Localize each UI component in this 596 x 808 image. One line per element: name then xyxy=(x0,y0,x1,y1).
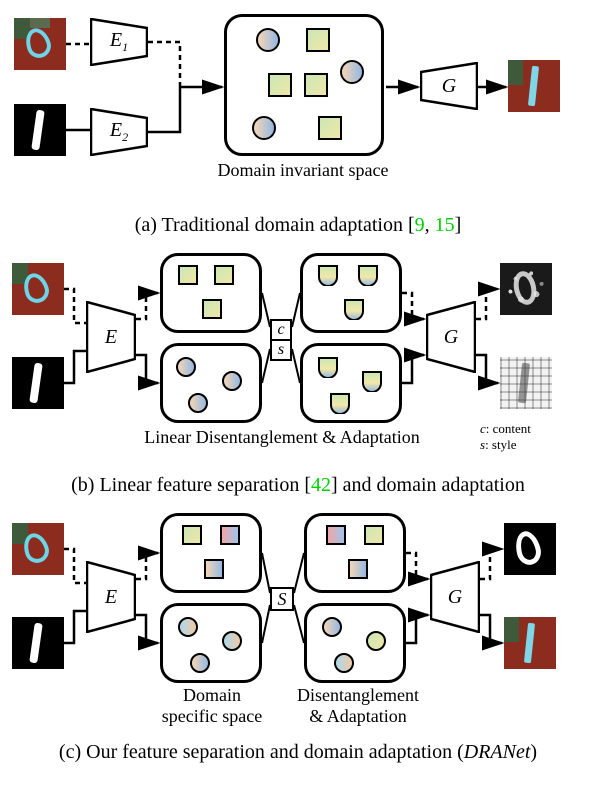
cap-a-r1: 9 xyxy=(415,214,425,236)
fbox-b-bl xyxy=(160,343,262,423)
cap-a-comma: , xyxy=(425,214,435,236)
label-disentangle: Disentanglement & Adaptation xyxy=(288,685,428,727)
fbox-b-br xyxy=(300,343,402,423)
cap-c-pre: (c) Our feature separation and domain ad… xyxy=(59,741,464,763)
input-thumb-zero-b xyxy=(12,263,64,315)
fbox-c-bl xyxy=(160,603,262,683)
output-thumb-b1 xyxy=(500,263,552,315)
label-linear: Linear Disentanglement & Adaptation xyxy=(122,427,442,448)
generator-b: G xyxy=(426,301,476,373)
g-label-b: G xyxy=(444,326,458,349)
input-thumb-one xyxy=(14,104,66,156)
fbox-c-tl xyxy=(160,513,262,593)
generator-c: G xyxy=(430,561,480,633)
legend-s-t: : style xyxy=(485,437,516,452)
input-thumb-one-c xyxy=(12,617,64,669)
caption-c: (c) Our feature separation and domain ad… xyxy=(12,741,584,764)
cs-block: c s xyxy=(270,319,292,361)
encoder-b: E xyxy=(86,301,136,373)
fbox-c-br xyxy=(304,603,406,683)
s-label: S xyxy=(272,589,292,609)
output-thumb-c2 xyxy=(504,617,556,669)
output-thumb-c1 xyxy=(504,523,556,575)
cs-c: c xyxy=(272,321,290,341)
g-label-a: G xyxy=(442,75,456,98)
separator-s: S xyxy=(270,587,294,611)
e2-sub: 2 xyxy=(122,130,128,144)
fbox-c-tr xyxy=(304,513,406,593)
legend-s: s: style xyxy=(480,437,516,453)
generator-a: G xyxy=(420,62,478,110)
encoder-c: E xyxy=(86,561,136,633)
g-label-c: G xyxy=(448,586,462,609)
output-thumb-a xyxy=(508,60,560,112)
panel-c-diagram: E S G Dom xyxy=(12,507,584,739)
input-thumb-one-b xyxy=(12,357,64,409)
panel-b: E c s G xyxy=(12,247,584,497)
output-thumb-b2 xyxy=(500,357,552,409)
panel-a-diagram: E1 E2 G Domain invariant space xyxy=(12,12,584,212)
fbox-b-tl xyxy=(160,253,262,333)
caption-a: (a) Traditional domain adaptation [9, 15… xyxy=(12,214,584,237)
feature-box-a xyxy=(224,14,384,156)
cap-a-suf: ] xyxy=(455,214,462,236)
panel-c: E S G Dom xyxy=(12,507,584,764)
cap-b-r1: 42 xyxy=(311,474,331,496)
e-label-b: E xyxy=(105,326,117,349)
fbox-b-tr xyxy=(300,253,402,333)
caption-b: (b) Linear feature separation [42] and d… xyxy=(12,474,584,497)
input-thumb-zero-c xyxy=(12,523,64,575)
label-domain-specific: Domain specific space xyxy=(152,685,272,727)
cs-s: s xyxy=(272,341,290,359)
legend-c: c: content xyxy=(480,421,531,437)
cap-a-pre: (a) Traditional domain adaptation [ xyxy=(135,214,415,236)
legend-c-t: : content xyxy=(486,421,531,436)
cap-c-word: DRANet xyxy=(464,741,531,763)
encoder-e1: E1 xyxy=(90,18,148,66)
panel-b-diagram: E c s G xyxy=(12,247,584,472)
e-label-c: E xyxy=(105,586,117,609)
cap-b-pre: (b) Linear feature separation [ xyxy=(71,474,311,496)
e1-label: E xyxy=(110,29,122,51)
cap-b-suf: ] and domain adaptation xyxy=(331,474,525,496)
e1-sub: 1 xyxy=(122,40,128,54)
label-invariant: Domain invariant space xyxy=(208,160,398,181)
encoder-e2: E2 xyxy=(90,108,148,156)
panel-a: E1 E2 G Domain invariant space xyxy=(12,12,584,237)
cap-c-suf: ) xyxy=(530,741,537,763)
cap-a-r2: 15 xyxy=(435,214,455,236)
input-thumb-zero xyxy=(14,18,66,70)
e2-label: E xyxy=(110,119,122,141)
